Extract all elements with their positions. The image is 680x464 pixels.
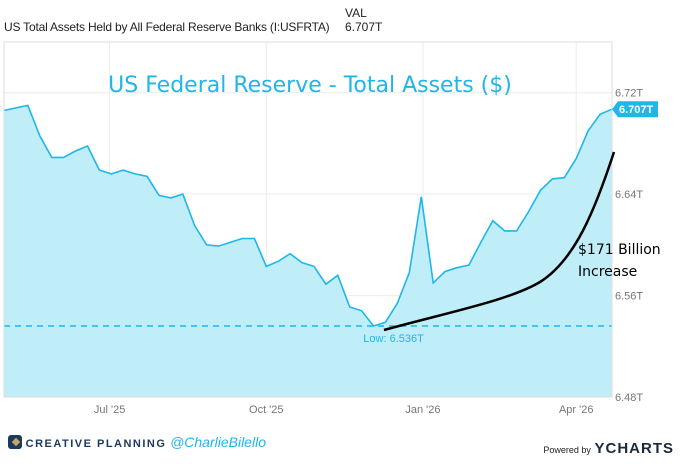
last-value-label: 6.707T <box>619 104 654 116</box>
ycharts-logo: Powered by YCHARTS <box>543 440 674 457</box>
chart-title: US Federal Reserve - Total Assets ($) <box>108 73 512 98</box>
y-tick-label: 6.64T <box>615 189 643 201</box>
ycharts-wordmark: YCHARTS <box>594 440 674 457</box>
annotation-line1: $171 Billion <box>578 242 661 258</box>
x-tick-label: Oct '25 <box>249 404 284 416</box>
area-fill <box>4 105 612 398</box>
creative-planning-mark-icon <box>8 435 22 449</box>
creative-planning-logo: CREATIVE PLANNING @CharlieBilello <box>8 434 266 450</box>
y-tick-label: 6.56T <box>615 291 643 303</box>
plot-border <box>3 41 613 398</box>
annotation-curve <box>383 151 616 332</box>
powered-by: Powered by <box>543 445 591 455</box>
low-label: Low: 6.536T <box>363 333 424 345</box>
series-label[interactable]: US Total Assets Held by All Federal Rese… <box>4 20 330 34</box>
chart: 6.48T 6.56T 6.64T 6.72T Jul '25 Oct '25 Jan '2… <box>3 41 661 416</box>
last-value-flag: 6.707T <box>612 101 658 118</box>
y-tick-label: 6.72T <box>615 88 643 100</box>
series-value: 6.707T <box>345 20 383 34</box>
value-column-header: VAL <box>345 6 367 20</box>
twitter-handle[interactable]: @CharlieBilello <box>170 434 266 450</box>
x-tick-label: Jul '25 <box>94 404 125 416</box>
brand-name: CREATIVE PLANNING <box>25 438 167 450</box>
y-tick-label: 6.48T <box>615 392 643 404</box>
annotation-line2: Increase <box>578 264 637 280</box>
x-tick-label: Jan '26 <box>405 404 440 416</box>
x-tick-label: Apr '26 <box>559 404 594 416</box>
series-line[interactable] <box>3 104 613 327</box>
